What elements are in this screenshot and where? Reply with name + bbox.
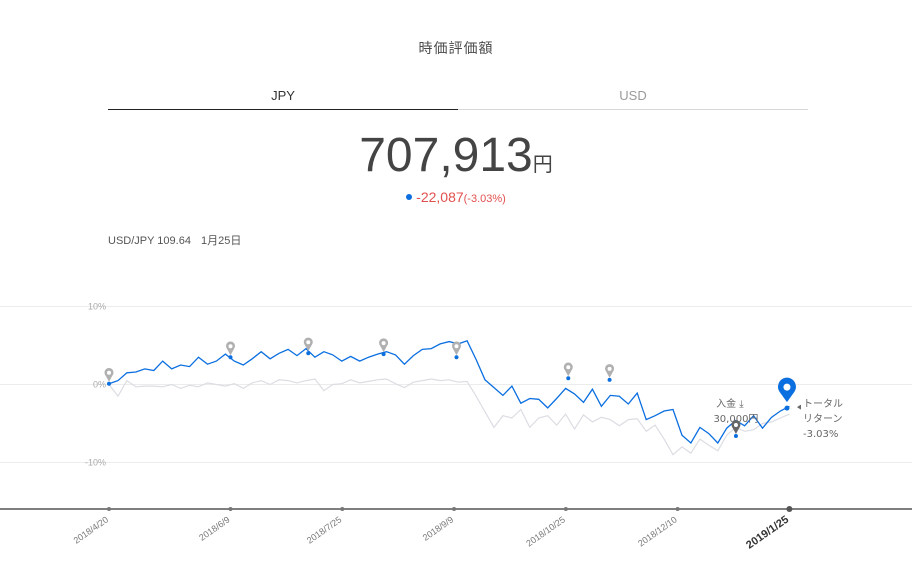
event-marker-icon-center	[454, 344, 459, 349]
event-point	[454, 355, 459, 360]
total-return-label: トータル	[803, 398, 843, 410]
event-marker-icon-shape	[379, 338, 389, 353]
event-marker-icon[interactable]	[731, 420, 741, 434]
current-marker-icon[interactable]	[777, 377, 796, 403]
change-percent: (-3.03%)	[463, 193, 506, 205]
event-marker-icon-shape	[731, 420, 741, 434]
event-marker-icon[interactable]	[303, 337, 313, 352]
event-marker-icon[interactable]	[605, 364, 615, 378]
change-amount: -22,087	[416, 189, 464, 205]
event-point	[607, 377, 612, 382]
tab-jpy[interactable]: JPY	[108, 88, 458, 110]
x-tick-dot	[228, 507, 233, 511]
event-marker-icon-shape	[605, 364, 615, 378]
x-tick-dot	[675, 507, 680, 511]
portfolio-line	[108, 339, 790, 445]
valuation-amount: 707,913円	[0, 128, 912, 183]
x-tick-label: 2018/10/25	[524, 514, 567, 548]
tab-usd[interactable]: USD	[458, 88, 808, 110]
fx-rate-date: 1月25日	[200, 235, 242, 247]
event-marker-icon[interactable]	[379, 338, 389, 353]
y-tick-label: 0%	[93, 380, 106, 390]
total-return-label: リターン	[803, 413, 843, 425]
benchmark-line	[108, 378, 790, 456]
valuation-number: 707,913	[359, 129, 533, 182]
event-marker-icon-center	[228, 344, 233, 349]
event-marker-icon[interactable]	[563, 362, 573, 377]
event-point	[228, 355, 233, 360]
x-tick-label: 2018/6/9	[197, 514, 231, 542]
event-marker-icon-shape	[104, 367, 114, 382]
event-point	[107, 381, 111, 386]
page-title: 時価評価額	[418, 41, 494, 57]
event-marker-icon-center	[566, 365, 571, 370]
event-marker-icon-center	[381, 341, 386, 346]
deposit-label: 入金 ⤓	[716, 397, 744, 410]
event-point	[733, 433, 738, 438]
x-tick-dot	[340, 507, 345, 511]
y-tick-label: 10%	[88, 302, 106, 312]
event-marker-icon-center	[107, 370, 111, 375]
y-tick-label: -10%	[85, 458, 106, 468]
fx-rate: USD/JPY 109.64 1月25日	[108, 232, 251, 248]
event-marker-icon-center	[733, 422, 738, 427]
event-marker-icon[interactable]	[451, 341, 461, 356]
valuation-change: -22,087(-3.03%)	[0, 189, 912, 205]
event-point	[566, 376, 571, 381]
currency-tabs: JPY USD	[108, 88, 808, 110]
event-point	[381, 352, 386, 357]
change-dot-icon	[406, 193, 413, 200]
event-marker-icon-center	[306, 340, 311, 345]
x-tick-label: 2018/12/10	[636, 514, 679, 548]
event-marker-icon[interactable]	[104, 367, 114, 382]
x-tick-dot	[563, 507, 568, 511]
valuation-unit: 円	[532, 152, 553, 176]
current-marker-icon-center	[783, 383, 791, 391]
fx-rate-value: USD/JPY 109.64	[108, 235, 191, 247]
total-return-percent: -3.03%	[803, 429, 838, 440]
x-tick-label: 2018/9/9	[421, 514, 455, 542]
event-marker-icon-shape	[563, 362, 573, 377]
current-point	[784, 405, 790, 411]
event-marker-icon-shape	[451, 341, 461, 356]
event-marker-icon-shape	[303, 337, 313, 352]
event-marker-icon-center	[607, 366, 612, 371]
x-tick-dot	[786, 506, 793, 512]
x-tick-label: 2018/4/20	[72, 514, 111, 545]
event-marker-icon-shape	[225, 341, 235, 356]
x-tick-label: 2018/7/25	[305, 514, 344, 545]
x-tick-dot	[452, 507, 457, 511]
event-point	[306, 351, 311, 356]
event-marker-icon[interactable]	[225, 341, 235, 356]
deposit-amount: 30,000円	[713, 414, 758, 425]
x-tick-label: 2019/1/25	[744, 514, 791, 552]
x-tick-dot	[107, 507, 111, 511]
pointer-arrow-icon	[796, 404, 801, 410]
